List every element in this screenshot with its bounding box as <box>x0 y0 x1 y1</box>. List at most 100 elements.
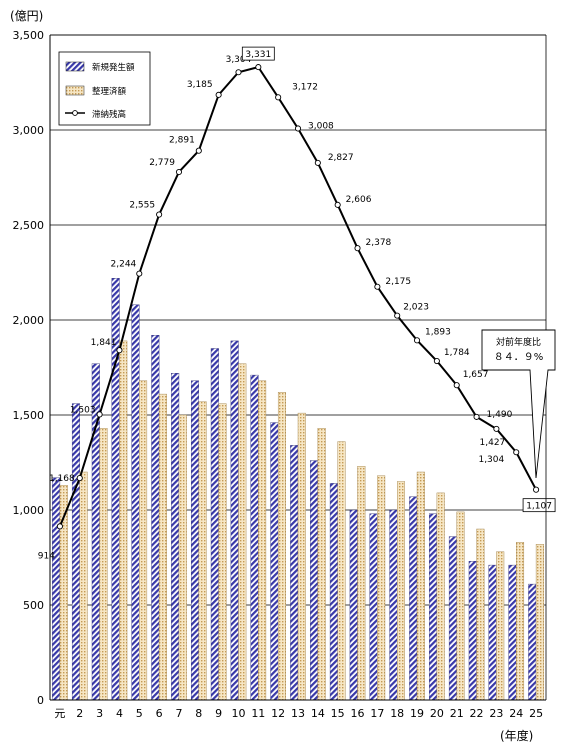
bar-new-2 <box>71 403 80 701</box>
bar-new-21 <box>448 536 457 701</box>
x-tick-label: 23 <box>489 707 503 720</box>
bar-new-12 <box>270 422 279 701</box>
balance-label-13: 3,008 <box>308 121 334 131</box>
balance-point-16 <box>354 245 361 252</box>
balance-label-24: 1,304 <box>478 455 504 465</box>
y-tick-label: 3,000 <box>13 124 45 137</box>
balance-point-15 <box>334 201 341 208</box>
bar-new-17 <box>369 513 378 701</box>
bar-settled-17 <box>377 475 386 701</box>
y-tick-label: 3,500 <box>13 29 45 42</box>
x-tick-label: 11 <box>251 707 265 720</box>
bar-new-8 <box>190 380 199 701</box>
bar-settled-21 <box>456 511 465 701</box>
balance-label-9: 3,185 <box>187 80 213 90</box>
balance-point-13 <box>294 125 302 132</box>
callout-line-1: 対前年度比 <box>496 336 541 348</box>
bar-new-5 <box>131 304 140 701</box>
y-axis-unit: (億円) <box>10 9 43 23</box>
x-tick-label: 元 <box>54 707 65 720</box>
legend-swatch-new <box>65 61 85 72</box>
bar-new-25 <box>528 583 537 701</box>
balance-label-22: 1,490 <box>487 410 513 420</box>
y-tick-label: 500 <box>23 599 44 612</box>
bar-new-16 <box>349 509 358 701</box>
bar-settled-15 <box>337 441 346 701</box>
balance-label-12: 3,172 <box>292 82 318 92</box>
balance-point-9 <box>215 91 222 98</box>
bar-settled-5 <box>139 380 148 701</box>
balance-point-18 <box>394 312 401 319</box>
balance-label-25: 1,107 <box>526 502 552 512</box>
y-tick-label: 1,000 <box>13 504 45 517</box>
legend-label-settled: 整理済額 <box>92 86 127 97</box>
bar-new-20 <box>429 513 438 701</box>
balance-point-4 <box>116 347 123 354</box>
balance-point-5 <box>136 270 143 277</box>
x-tick-label: 5 <box>136 707 143 720</box>
bar-new-10 <box>230 340 239 701</box>
bar-new-6 <box>151 335 160 701</box>
balance-point-14 <box>314 159 321 166</box>
x-tick-label: 18 <box>390 707 404 720</box>
bar-new-23 <box>488 564 497 701</box>
legend-label-balance: 滞納残高 <box>92 109 126 120</box>
balance-label-18: 2,023 <box>403 303 429 313</box>
legend-label-new: 新規発生額 <box>92 62 135 73</box>
bar-settled-23 <box>496 551 505 701</box>
balance-label-3: 1,503 <box>70 405 96 415</box>
bar-new-7 <box>171 373 180 701</box>
bar-settled-25 <box>535 544 544 701</box>
x-tick-label: 7 <box>175 707 182 720</box>
bar-new-15 <box>329 483 338 701</box>
ratio-callout: 対前年度比 ８４．９% <box>481 329 556 479</box>
bar-new-22 <box>468 561 477 701</box>
bar-settled-6 <box>158 393 167 701</box>
legend: 新規発生額 整理済額 滞納残高 <box>58 51 151 126</box>
x-tick-label: 14 <box>311 707 325 720</box>
balance-label-19: 1,893 <box>425 327 451 337</box>
x-tick-label: 8 <box>195 707 202 720</box>
bar-new-13 <box>290 445 299 701</box>
balance-point-20 <box>433 357 440 365</box>
balance-label-4: 1,841 <box>91 338 117 348</box>
x-tick-label: 25 <box>529 707 543 720</box>
label-layer: 914 1,168 1,503 1,841 2,244 2,555 2,779 2,891 3,… <box>38 46 556 561</box>
balance-label-15: 2,606 <box>346 195 372 205</box>
bar-settled-24 <box>516 542 525 701</box>
callout-line-2: ８４．９% <box>494 352 544 363</box>
balance-label-2: 1,168 <box>49 474 75 484</box>
x-tick-label: 3 <box>96 707 103 720</box>
bar-new-11 <box>250 374 259 701</box>
balance-label-7: 2,779 <box>149 158 175 168</box>
bar-new-19 <box>409 496 418 701</box>
balance-label-5: 2,244 <box>111 260 137 270</box>
balance-label-8: 2,891 <box>169 136 195 146</box>
balance-point-1 <box>56 523 63 530</box>
balance-label-20: 1,784 <box>444 348 470 358</box>
x-tick-label: 21 <box>450 707 464 720</box>
bar-new-1 <box>52 477 61 701</box>
bar-settled-7 <box>178 414 187 701</box>
bar-settled-4 <box>119 340 128 701</box>
balance-point-2 <box>76 475 83 482</box>
bar-layer <box>52 278 544 701</box>
balance-point-19 <box>413 337 421 344</box>
balance-point-10 <box>235 69 242 76</box>
balance-point-21 <box>453 382 460 389</box>
x-tick-label: 9 <box>215 707 222 720</box>
bar-settled-18 <box>397 481 406 701</box>
bar-settled-11 <box>258 380 267 701</box>
y-tick-label: 1,500 <box>13 409 45 422</box>
x-tick-label: 20 <box>430 707 444 720</box>
bar-new-18 <box>389 509 398 701</box>
x-axis-unit: (年度) <box>500 728 533 743</box>
x-tick-label: 6 <box>156 707 163 720</box>
balance-label-1: 914 <box>38 551 55 561</box>
balance-point-17 <box>374 283 381 290</box>
balance-label-6: 2,555 <box>129 201 155 211</box>
line-layer <box>56 64 540 530</box>
